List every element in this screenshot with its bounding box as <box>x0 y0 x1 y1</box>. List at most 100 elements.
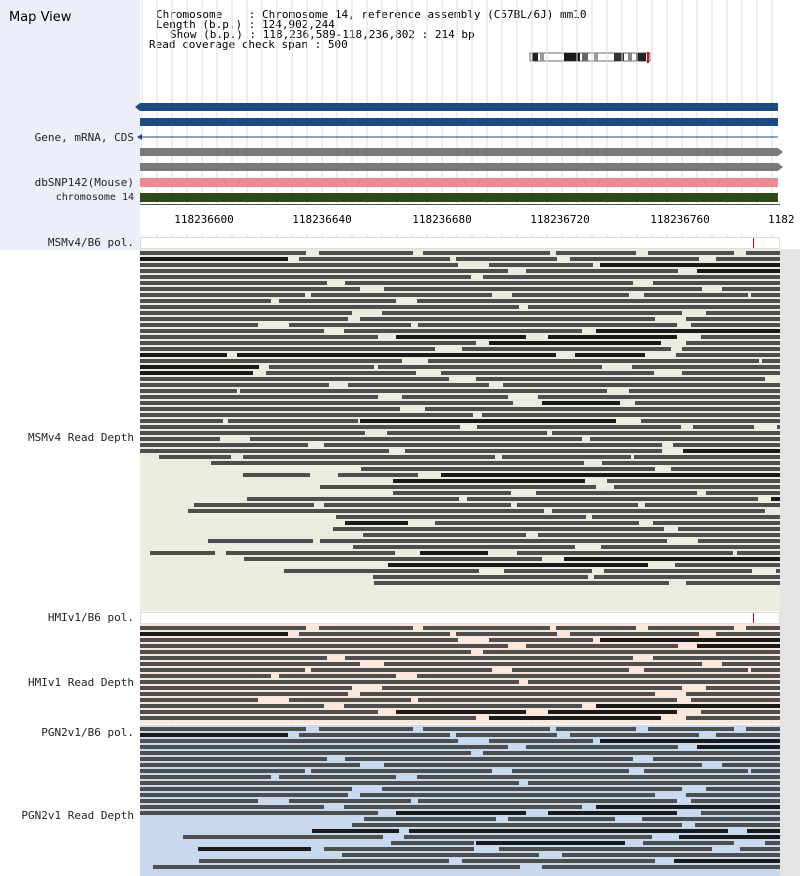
read-segment <box>269 365 374 369</box>
read-segment <box>360 692 655 696</box>
read-segment <box>393 479 585 483</box>
read-segment <box>140 257 288 261</box>
read-segment <box>477 425 681 429</box>
read-segment <box>237 353 556 357</box>
read-segment <box>701 335 780 339</box>
read-segment <box>706 787 780 791</box>
read-segment <box>384 287 702 291</box>
read-segment <box>653 521 780 525</box>
hmi-pol-label[interactable]: HMIv1/B6 pol. <box>47 611 134 624</box>
read-segment <box>140 769 305 773</box>
read-segment <box>548 811 677 815</box>
read-segment <box>777 425 780 429</box>
read-segment <box>360 317 655 321</box>
read-segment <box>140 305 519 309</box>
msm-read-depth-track[interactable] <box>140 249 780 611</box>
chromosome-ideogram[interactable] <box>528 52 656 64</box>
read-segment <box>324 443 662 447</box>
read-segment <box>695 823 780 827</box>
read-segment <box>384 763 702 767</box>
hmi-read-depth-track[interactable] <box>140 624 780 724</box>
span-label: Read coverage check span <box>149 38 308 51</box>
read-segment <box>425 407 780 411</box>
read-segment <box>489 716 661 720</box>
read-segment <box>462 347 671 351</box>
transcript-1 <box>140 148 783 156</box>
read-segment <box>140 805 324 809</box>
gene-track-area <box>135 103 783 202</box>
read-segment <box>476 377 765 381</box>
gene-track-label[interactable]: Gene, mRNA, CDS <box>34 131 134 144</box>
read-segment <box>360 793 655 797</box>
msm-pol-label[interactable]: MSMv4/B6 pol. <box>47 236 134 249</box>
read-segment <box>140 799 258 803</box>
read-segment <box>538 395 780 399</box>
read-segment <box>240 389 607 393</box>
read-segment <box>140 299 271 303</box>
read-segment <box>456 257 557 261</box>
read-segment <box>384 662 702 666</box>
read-segment <box>409 829 728 833</box>
read-segment <box>345 521 408 525</box>
read-segment <box>140 781 519 785</box>
read-segment <box>140 710 378 714</box>
read-segment <box>344 805 582 809</box>
read-segment <box>364 817 496 821</box>
read-segment <box>183 835 383 839</box>
pgn-pol-label[interactable]: PGN2v1/B6 pol. <box>41 726 134 739</box>
read-segment <box>418 799 677 803</box>
read-segment <box>596 329 780 333</box>
read-segment <box>423 626 550 630</box>
read-segment <box>279 775 396 779</box>
read-segment <box>140 347 435 351</box>
read-segment <box>706 491 780 495</box>
read-segment <box>722 763 780 767</box>
read-segment <box>159 455 231 459</box>
read-segment <box>388 563 648 567</box>
read-segment <box>211 461 584 465</box>
read-segment <box>601 545 780 549</box>
read-segment <box>751 769 780 773</box>
read-segment <box>483 275 780 279</box>
read-segment <box>502 455 631 459</box>
read-segment <box>382 686 682 690</box>
read-segment <box>140 745 508 749</box>
read-segment <box>140 443 308 447</box>
sidebar-panel <box>0 0 140 250</box>
right-scroll-strip[interactable] <box>780 249 800 876</box>
read-segment <box>348 383 489 387</box>
read-segment <box>682 347 780 351</box>
hmi-depth-label[interactable]: HMIv1 Read Depth <box>28 676 134 689</box>
dbsnp-track-label[interactable]: dbSNP142(Mouse) <box>34 176 134 189</box>
read-segment <box>140 811 378 815</box>
read-segment <box>686 793 780 797</box>
read-segment <box>542 401 620 405</box>
read-segment <box>353 545 575 549</box>
pgn-read-depth-track[interactable] <box>140 725 780 876</box>
read-segment <box>716 733 780 737</box>
read-segment <box>512 668 629 672</box>
read-segment <box>279 299 396 303</box>
read-segment <box>423 251 550 255</box>
pgn-depth-label[interactable]: PGN2v1 Read Depth <box>21 809 134 822</box>
read-segment <box>140 395 378 399</box>
read-segment <box>311 769 492 773</box>
read-segment <box>140 335 378 339</box>
read-segment <box>140 281 327 285</box>
read-segment <box>536 491 697 495</box>
read-segment <box>373 575 588 579</box>
read-segment <box>402 395 508 399</box>
read-segment <box>279 674 396 678</box>
read-segment <box>140 704 324 708</box>
msm-depth-label[interactable]: MSMv4 Read Depth <box>28 431 134 444</box>
ruler-tick-5: 118236760 <box>650 213 710 226</box>
read-segment <box>140 449 389 453</box>
read-segment <box>360 419 616 423</box>
read-segment <box>614 485 780 489</box>
read-segment <box>140 413 473 417</box>
read-segment <box>140 359 402 363</box>
transcript-2 <box>140 163 783 171</box>
read-segment <box>140 716 476 720</box>
hmi-pol-track <box>140 612 780 624</box>
read-segment <box>338 473 418 477</box>
